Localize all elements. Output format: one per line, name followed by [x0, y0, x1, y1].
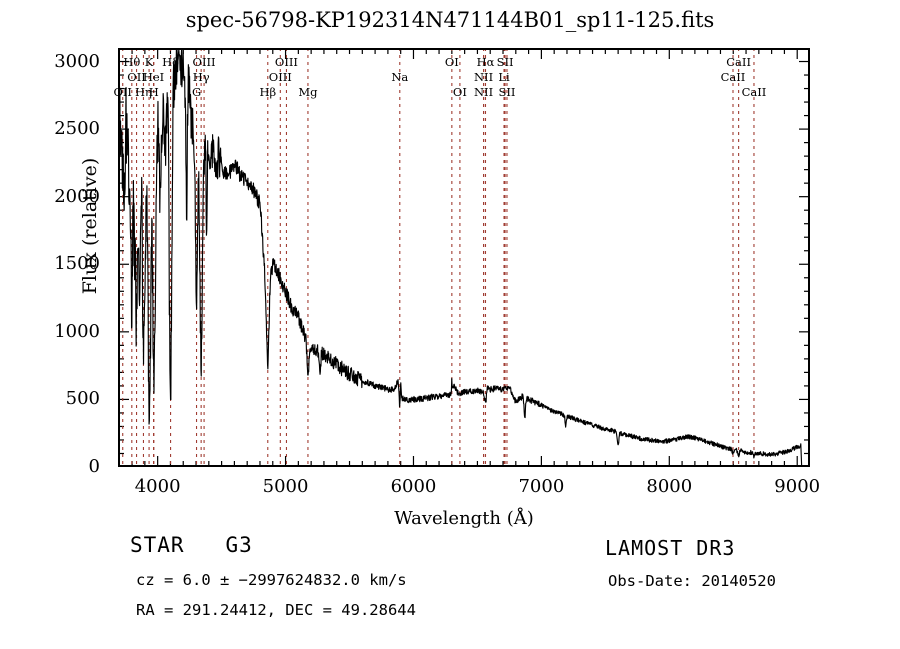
line-marker-label: CaII	[741, 85, 767, 99]
page-title: spec-56798-KP192314N471144B01_sp11-125.f…	[185, 8, 715, 32]
line-marker-label: Hδ	[162, 55, 180, 69]
y-axis-label: Flux (relative)	[79, 157, 101, 295]
line-marker-label: OIII	[192, 55, 216, 69]
y-tick-label: 500	[65, 388, 100, 410]
line-marker-label: G	[191, 85, 202, 99]
y-tick-label: 0	[88, 456, 100, 477]
line-marker-label: Mg	[298, 85, 318, 99]
x-tick-label: 6000	[390, 476, 437, 497]
line-marker-label: H	[148, 85, 159, 99]
x-tick-label: 9000	[774, 476, 821, 497]
line-marker-label: OIII	[274, 55, 298, 69]
line-marker-label: Li	[498, 70, 510, 84]
y-tick-label: 2000	[54, 185, 100, 207]
line-marker-label: Na	[391, 70, 409, 84]
line-marker-label: Hη	[134, 85, 152, 99]
plot-frame	[118, 48, 810, 467]
x-tick-label: 7000	[518, 476, 565, 497]
line-marker-label: OI	[452, 85, 467, 99]
obs-date: Obs-Date: 20140520	[608, 572, 776, 590]
y-tick-label: 2500	[54, 118, 100, 140]
line-marker-label: HeI	[142, 70, 165, 84]
line-marker-label: OIII	[268, 70, 292, 84]
spectrum-curve	[118, 48, 803, 467]
y-tick-label: 1000	[54, 320, 100, 342]
line-marker-label: OII	[127, 70, 146, 84]
survey-name: LAMOST DR3	[605, 536, 736, 560]
line-marker-label: SII	[498, 85, 516, 99]
line-marker-label: Hθ	[123, 55, 141, 69]
x-tick-label: 8000	[646, 476, 693, 497]
object-class: STAR G3	[130, 533, 253, 557]
y-tick-label: 3000	[54, 50, 100, 72]
ra-dec-value: RA = 291.24412, DEC = 49.28644	[136, 601, 416, 619]
cz-value: cz = 6.0 ± −2997624832.0 km/s	[136, 571, 407, 589]
line-marker-label: OI	[444, 55, 459, 69]
line-marker-label: Hα	[476, 55, 495, 69]
line-marker-label: CaII	[726, 55, 751, 69]
line-marker-label: Hβ	[259, 85, 277, 99]
line-marker-label: CaII	[720, 70, 746, 84]
x-tick-label: 5000	[262, 476, 309, 497]
line-marker-label: SII	[496, 55, 514, 69]
x-axis-label: Wavelength (Å)	[394, 508, 534, 529]
line-marker-label: OII	[113, 85, 132, 99]
x-tick-label: 4000	[134, 476, 181, 497]
line-marker-label: NII	[473, 85, 494, 99]
line-marker-label: Hγ	[192, 70, 210, 84]
y-tick-label: 1500	[54, 253, 100, 275]
line-marker-label: K	[144, 55, 154, 69]
line-marker-label: NII	[473, 70, 494, 84]
